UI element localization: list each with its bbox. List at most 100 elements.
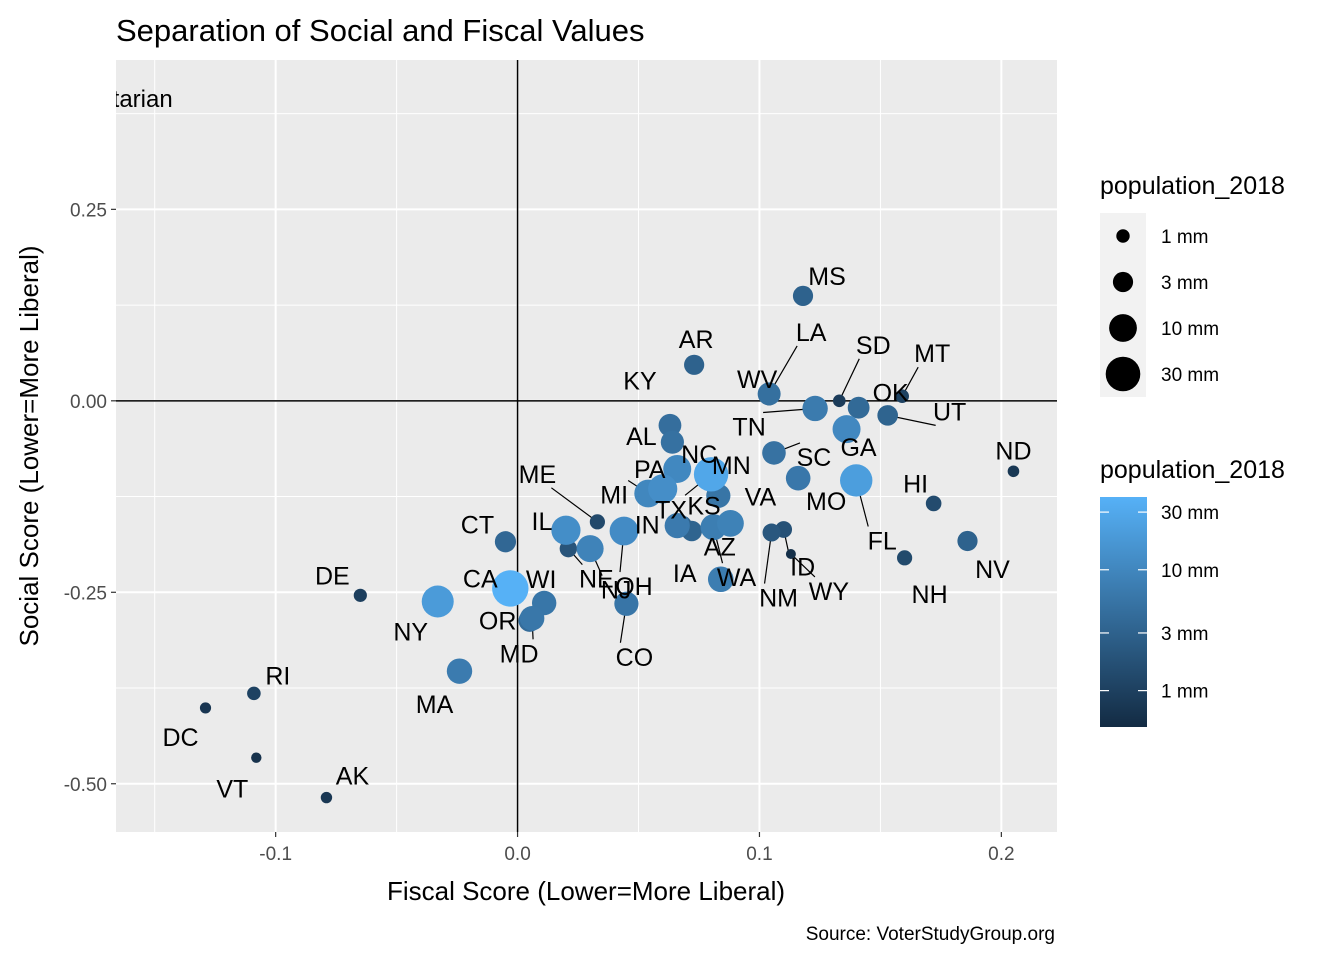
data-point-de	[353, 588, 367, 602]
data-point-dc	[199, 702, 212, 714]
data-points	[199, 285, 1020, 804]
state-label-az: AZ	[704, 533, 736, 561]
state-label-hi: HI	[903, 470, 928, 498]
data-point-fl	[840, 464, 873, 497]
state-label-mi: MI	[600, 481, 628, 509]
state-label-sc: SC	[797, 444, 832, 472]
state-label-nv: NV	[975, 556, 1010, 584]
size-legend: population_2018 1 mm 3 mm 10 mm 30 mm	[1100, 172, 1285, 397]
annotation-layer: Libertarian	[59, 86, 173, 113]
data-point-in	[664, 513, 690, 539]
leader-line-sd	[838, 358, 860, 402]
state-label-mn: MN	[712, 452, 751, 480]
data-point-nd	[1007, 465, 1020, 478]
data-point-ri	[247, 686, 261, 701]
state-label-ga: GA	[840, 434, 876, 462]
data-point-nc	[663, 454, 692, 483]
data-point-al	[660, 430, 684, 454]
corner-annotation: Libertarian	[59, 86, 172, 113]
colorbar-ticks: 30 mm 10 mm 3 mm 1 mm	[1100, 503, 1219, 703]
data-point-sd	[832, 394, 846, 408]
size-legend-label: 30 mm	[1161, 365, 1219, 386]
data-point-nj	[576, 535, 604, 563]
state-label-ct: CT	[461, 512, 494, 540]
state-label-dc: DC	[162, 724, 198, 752]
size-legend-dot	[1105, 356, 1141, 392]
state-label-ks: KS	[687, 493, 720, 521]
x-tick-label: 0.2	[988, 844, 1014, 865]
data-point-hi	[925, 495, 942, 512]
state-label-nm: NM	[759, 585, 798, 613]
y-axis-ticks: -0.50 -0.25 0.00 0.25	[64, 200, 116, 796]
data-point-nm	[762, 523, 781, 542]
data-point-ms	[792, 285, 814, 306]
data-point-nh	[897, 550, 913, 566]
data-point-co	[614, 591, 639, 616]
state-label-ne: NE	[579, 566, 614, 594]
state-label-nd: ND	[995, 437, 1031, 465]
state-label-ok: OK	[873, 380, 909, 408]
color-legend-title: population_2018	[1100, 456, 1285, 484]
data-point-ut	[877, 405, 898, 426]
data-point-vt	[251, 752, 262, 763]
size-legend-dot	[1109, 314, 1137, 342]
state-label-mt: MT	[914, 340, 950, 368]
state-label-vt: VT	[216, 776, 248, 804]
x-tick-label: -0.1	[259, 844, 292, 865]
state-label-ar: AR	[679, 326, 714, 354]
state-label-wi: WI	[526, 566, 557, 594]
data-point-va	[717, 509, 744, 537]
data-point-me	[589, 514, 605, 530]
state-label-ca: CA	[463, 565, 498, 593]
color-legend: population_2018 30 mm 10 mm 3 mm 1 mm	[1100, 456, 1285, 727]
state-label-de: DE	[315, 562, 350, 590]
size-legend-label: 1 mm	[1161, 227, 1209, 248]
data-point-la	[757, 382, 781, 406]
data-point-nv	[957, 530, 978, 552]
y-tick-label: 0.25	[70, 200, 107, 221]
data-point-pa	[648, 474, 678, 504]
colorbar-label: 1 mm	[1161, 682, 1209, 703]
state-label-ky: KY	[623, 367, 657, 395]
state-label-tx: TX	[655, 496, 687, 524]
x-tick-label: 0.0	[504, 844, 530, 865]
y-tick-label: -0.50	[64, 775, 107, 796]
data-point-ok	[847, 396, 870, 419]
size-legend-items: 1 mm 3 mm 10 mm 30 mm	[1100, 213, 1219, 397]
data-point-il	[551, 515, 581, 545]
data-point-tn	[802, 395, 828, 422]
leader-line-me	[551, 487, 598, 523]
y-tick-label: 0.00	[70, 392, 107, 413]
state-label-nh: NH	[912, 581, 948, 609]
data-point-ar	[684, 354, 705, 375]
data-point-md	[519, 606, 545, 631]
chart-title: Separation of Social and Fiscal Values	[116, 13, 644, 48]
state-label-nj: NJ	[601, 577, 632, 605]
y-tick-label: -0.25	[64, 583, 107, 604]
size-legend-dot	[1112, 271, 1134, 293]
state-label-ms: MS	[808, 263, 846, 291]
state-label-mo: MO	[806, 488, 846, 516]
size-legend-title: population_2018	[1100, 172, 1285, 200]
state-label-ak: AK	[336, 763, 370, 791]
data-point-az	[707, 566, 734, 593]
state-label-il: IL	[532, 508, 553, 536]
state-label-wy: WY	[809, 578, 850, 606]
data-point-ct	[494, 531, 517, 553]
gridlines	[116, 60, 1057, 832]
state-label-co: CO	[616, 644, 654, 672]
state-label-ma: MA	[416, 691, 454, 719]
data-point-ga	[832, 415, 861, 444]
state-label-tn: TN	[732, 413, 765, 441]
state-label-fl: FL	[868, 527, 897, 555]
state-label-ia: IA	[673, 560, 697, 588]
data-point-ca	[492, 570, 529, 607]
plot-panel	[116, 60, 1057, 832]
state-label-ny: NY	[393, 618, 428, 646]
x-tick-label: 0.1	[746, 844, 772, 865]
state-label-wa: WA	[717, 564, 757, 592]
colorbar-label: 3 mm	[1161, 624, 1209, 645]
state-label-nc: NC	[681, 441, 717, 469]
state-label-ut: UT	[933, 398, 966, 426]
